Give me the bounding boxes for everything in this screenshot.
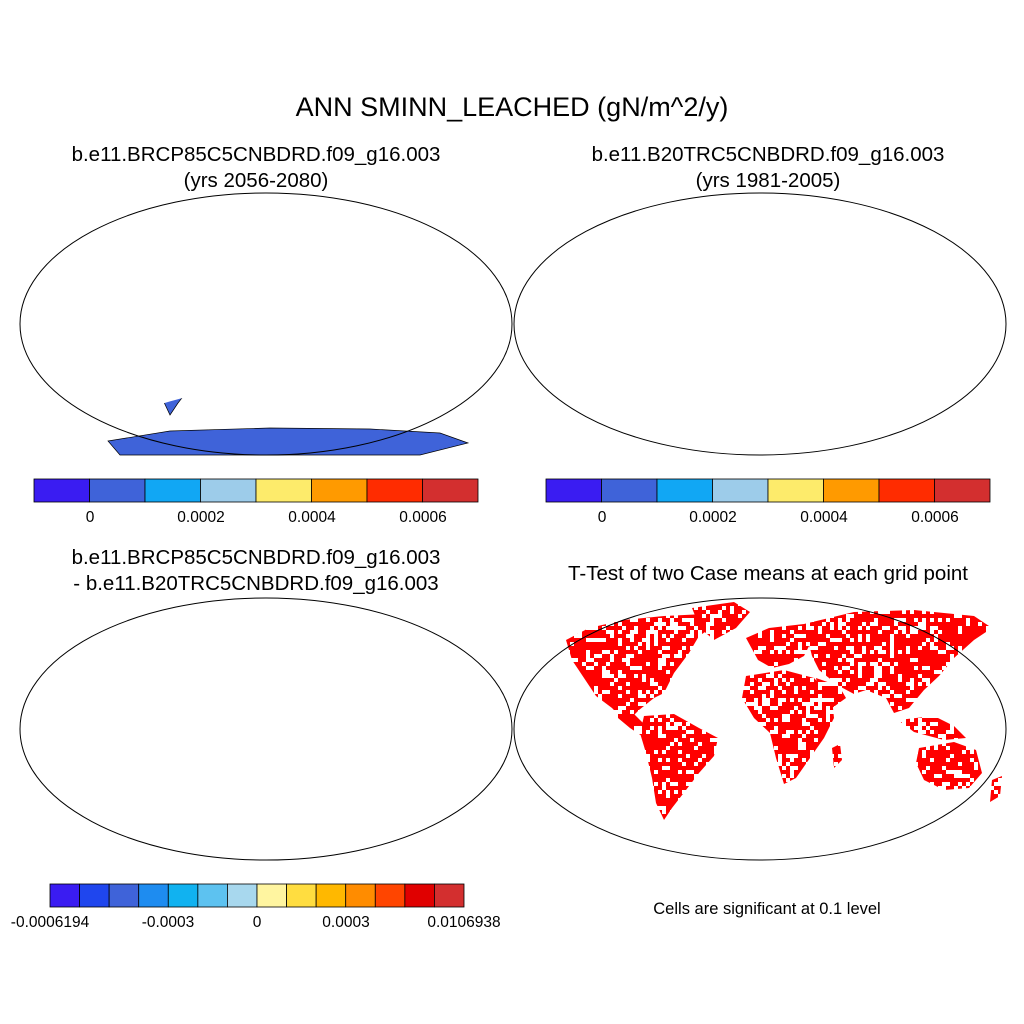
colorbar-tick-label: -0.0006194	[11, 914, 90, 931]
colorbar-swatch	[89, 478, 146, 503]
map-border	[513, 192, 1007, 456]
panel-case2-title: b.e11.B20TRC5CNBDRD.f09_g16.003 (yrs 198…	[512, 142, 1024, 194]
colorbar-swatch	[767, 478, 824, 503]
panel-difference-title-line1: b.e11.BRCP85C5CNBDRD.f09_g16.003	[71, 546, 441, 569]
colorbar-tick-label: 0.0002	[689, 509, 736, 526]
colorbar-swatch	[200, 478, 257, 503]
map-panel-difference	[19, 597, 513, 861]
panel-case2-title-line2: (yrs 1981-2005)	[695, 169, 841, 192]
panel-ttest-title-line1: T-Test of two Case means at each grid po…	[568, 562, 968, 585]
colorbar-tick-label: 0.0004	[800, 509, 848, 526]
panel-ttest-title: T-Test of two Case means at each grid po…	[512, 561, 1024, 587]
colorbar-tick-label: 0	[598, 509, 607, 526]
colorbar-swatch	[227, 883, 258, 908]
colorbar-swatch	[434, 883, 465, 908]
colorbar-swatch	[656, 478, 713, 503]
colorbar-swatch	[345, 883, 376, 908]
colorbar-swatch	[374, 883, 406, 908]
map-border	[513, 597, 1007, 861]
colorbar-tick-label: 0	[253, 914, 262, 931]
colorbar-swatch	[311, 478, 368, 503]
colorbar-swatch	[167, 883, 199, 908]
map-border	[19, 597, 513, 861]
colorbar-swatch	[256, 883, 287, 908]
panel-case1-title: b.e11.BRCP85C5CNBDRD.f09_g16.003 (yrs 20…	[0, 142, 512, 194]
colorbar-swatch	[934, 478, 991, 503]
colorbar-difference: -0.0006194 -0.0003 0 0.0003 0.0106938	[11, 883, 501, 931]
colorbar-swatch	[144, 478, 201, 503]
colorbar-swatch	[712, 478, 769, 503]
colorbar-swatch	[49, 883, 80, 908]
colorbar-swatch	[545, 478, 602, 503]
colorbar-swatch	[286, 883, 317, 908]
colorbar-swatch	[878, 478, 935, 503]
panel-case1-title-line2: (yrs 2056-2080)	[183, 169, 329, 192]
colorbar-tick-label: -0.0003	[142, 914, 195, 931]
panel-difference-title: b.e11.BRCP85C5CNBDRD.f09_g16.003 - b.e11…	[0, 545, 512, 597]
colorbar-swatch	[823, 478, 880, 503]
colorbar-tick-label: 0.0106938	[427, 914, 500, 931]
map-panel-case2	[513, 192, 1007, 456]
panel-case1-title-line1: b.e11.BRCP85C5CNBDRD.f09_g16.003	[71, 143, 441, 166]
colorbar-tick-label: 0.0006	[399, 509, 446, 526]
colorbar-swatch	[108, 883, 140, 908]
colorbar-swatch	[33, 478, 90, 503]
colorbar-tick-label: 0	[86, 509, 95, 526]
map-border	[19, 192, 513, 456]
colorbar-swatch	[601, 478, 658, 503]
colorbar-swatch	[422, 478, 479, 503]
colorbar-tick-label: 0.0003	[322, 914, 369, 931]
colorbar-swatch	[138, 883, 169, 908]
colorbar-swatch	[404, 883, 435, 908]
colorbar-swatch	[366, 478, 423, 503]
figure-title: ANN SMINN_LEACHED (gN/m^2/y)	[295, 92, 729, 122]
colorbar-swatch	[79, 883, 110, 908]
land-antarctica	[107, 427, 470, 456]
colorbar-tick-label: 0.0004	[288, 509, 336, 526]
colorbar-tick-label: 0.0006	[911, 509, 958, 526]
colorbar-swatch	[315, 883, 347, 908]
colorbar-case1: 0 0.0002 0.0004 0.0006	[33, 478, 479, 526]
colorbar-swatch	[255, 478, 312, 503]
panel-difference-title-line2: - b.e11.B20TRC5CNBDRD.f09_g16.003	[73, 572, 439, 595]
significance-note: Cells are significant at 0.1 level	[653, 900, 881, 918]
colorbar-tick-label: 0.0002	[177, 509, 224, 526]
colorbar-swatch	[197, 883, 228, 908]
colorbar-case2: 0 0.0002 0.0004 0.0006	[545, 478, 991, 526]
panel-case2-title-line1: b.e11.B20TRC5CNBDRD.f09_g16.003	[591, 143, 945, 166]
